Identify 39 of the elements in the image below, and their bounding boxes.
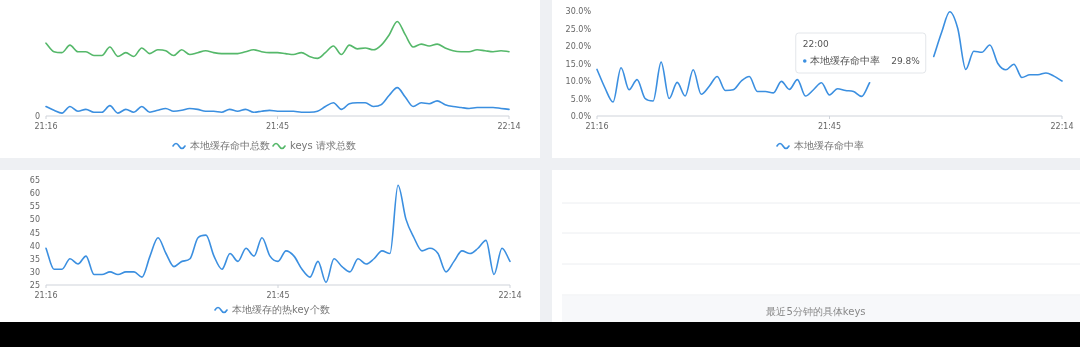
legend-label: keys 请求总数 <box>290 140 356 151</box>
y-tick-label: 20.0% <box>565 42 592 51</box>
legend-label: 本地缓存命中率 <box>794 140 864 151</box>
y-tick-label: 50 <box>29 215 40 225</box>
annotation: 22:00 <box>802 39 829 49</box>
text: 最近5分钟的具体keys <box>766 306 866 317</box>
y-tick-label: 60 <box>29 189 40 199</box>
legend-item: 本地缓存命中总数 <box>172 140 270 151</box>
annotation: 本地缓存命中率 <box>809 55 880 66</box>
y-tick-label: 25 <box>29 281 40 290</box>
y-tick-label: 65 <box>29 176 40 185</box>
x-tick-label: 21:16 <box>34 122 58 131</box>
y-tick-label: 30.0% <box>565 7 592 16</box>
y-tick-label: 40 <box>29 241 40 251</box>
y-tick-label: 10.0% <box>565 77 592 86</box>
tooltip: 22:00 本地缓存命中率 29.8% <box>795 32 927 74</box>
y-tick-label: 0.0% <box>570 112 592 121</box>
legend-item: 本地缓存的热key个数 <box>214 304 330 315</box>
x-tick-label: 21:45 <box>817 122 842 131</box>
text: 0 <box>34 112 40 121</box>
y-tick-label: 5.0% <box>570 94 592 104</box>
y-tick-label: 55 <box>29 202 40 212</box>
y-tick-label: 45 <box>29 228 40 238</box>
legend-item: keys 请求总数 <box>272 140 356 151</box>
x-tick-label: 21:45 <box>265 122 290 131</box>
x-tick-label: 21:16 <box>585 122 609 131</box>
x-tick-label: 21:45 <box>266 291 290 300</box>
legend-label: 本地缓存命中总数 <box>190 140 270 151</box>
legend-item: 本地缓存命中率 <box>776 140 864 151</box>
y-tick-label: 25.0% <box>565 24 592 34</box>
legend-label: 本地缓存的热key个数 <box>232 304 330 315</box>
y-tick-label: 30 <box>29 267 40 277</box>
y-tick-label: 35 <box>29 254 40 264</box>
annotation: 29.8% <box>891 56 921 66</box>
y-tick-label: 15.0% <box>565 59 592 69</box>
x-tick-label: 22:14 <box>1050 122 1074 131</box>
x-tick-label: 22:14 <box>498 291 522 300</box>
x-tick-label: 21:16 <box>34 291 58 300</box>
x-tick-label: 22:14 <box>497 122 521 131</box>
